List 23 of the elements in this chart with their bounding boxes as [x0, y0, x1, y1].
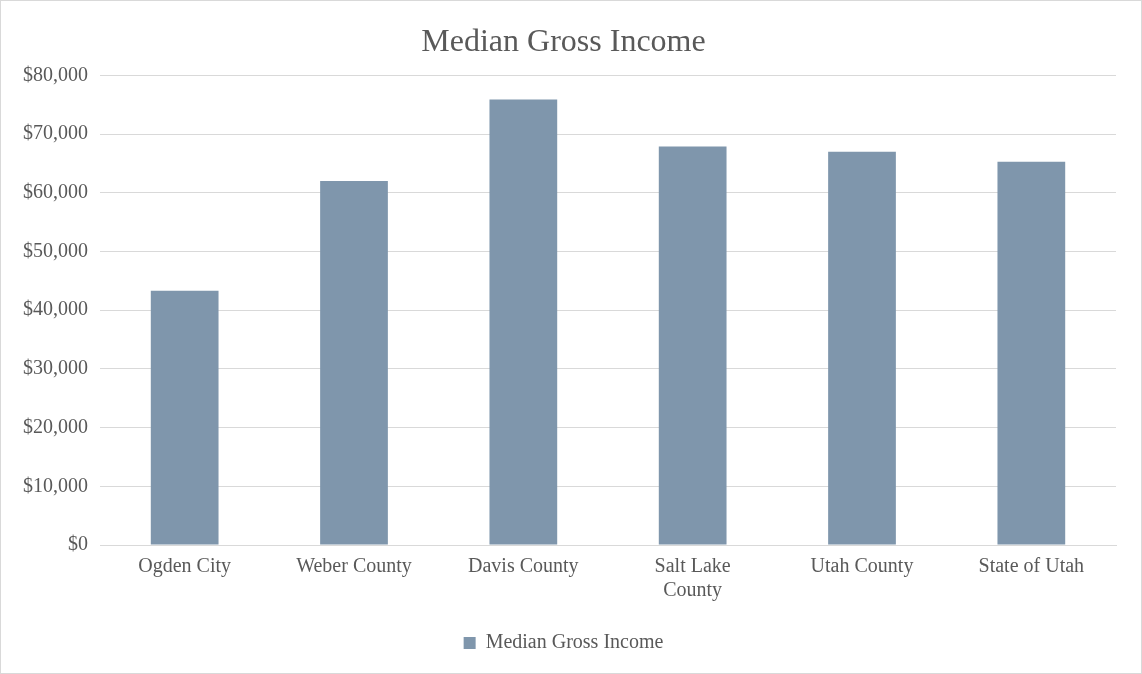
bar — [150, 290, 219, 545]
x-tick-label: State of Utah — [978, 554, 1085, 577]
y-tick-label: $60,000 — [23, 180, 88, 203]
y-tick-label: $70,000 — [23, 121, 88, 144]
y-tick-label: $40,000 — [23, 297, 88, 320]
x-tick-label: Salt Lake County — [654, 554, 731, 602]
x-tick-label: Weber County — [296, 554, 412, 578]
y-tick-label: $0 — [68, 532, 88, 555]
legend-label: Median Gross Income — [485, 630, 664, 653]
y-tick-label: $30,000 — [23, 356, 88, 379]
x-tick-label: Davis County — [468, 554, 579, 578]
y-tick-label: $80,000 — [23, 62, 88, 85]
x-tick-label: Ogden City — [138, 554, 232, 578]
x-tick-label: Utah County — [810, 554, 914, 578]
bar — [320, 181, 388, 545]
bar — [658, 146, 727, 545]
bar — [828, 151, 896, 545]
chart-title: Median Gross Income — [421, 21, 706, 58]
y-tick-label: $20,000 — [23, 414, 88, 437]
y-tick-label: $50,000 — [23, 238, 88, 261]
y-tick-label: $10,000 — [23, 473, 88, 496]
bar — [489, 99, 558, 545]
bar — [997, 161, 1066, 545]
